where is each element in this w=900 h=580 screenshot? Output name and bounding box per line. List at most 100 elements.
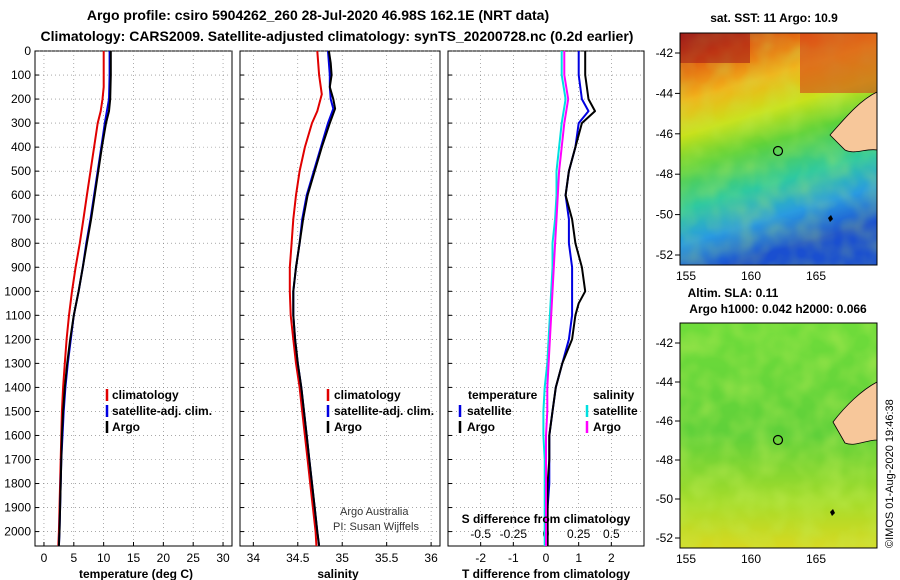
depth-tick-label: 600 [11, 188, 31, 202]
lat-tick-label: -50 [656, 492, 674, 506]
sst-map-frame [679, 32, 878, 266]
depth-tick-label: 500 [11, 164, 31, 178]
lat-tick-label: -48 [656, 453, 674, 467]
series-line-s-satellite [542, 51, 567, 546]
depth-tick-label: 700 [11, 212, 31, 226]
temperature-lines [57, 51, 112, 547]
x-tick-label: 35.5 [375, 551, 399, 565]
legend-satellite: satellite-adj. clim. [112, 404, 212, 418]
lat-tick-label: -42 [656, 336, 674, 350]
lat-tick-label: -46 [656, 127, 674, 141]
depth-tick-label: 200 [11, 92, 31, 106]
depth-tick-labels: 0 100 200 300 400 500 600 700 800 900 1000 1100 1200… [4, 44, 31, 539]
series-line-argo [292, 50, 337, 547]
s-tick-label: 0.25 [567, 527, 591, 541]
title-line2: Climatology: CARS2009. Satellite-adjuste… [41, 28, 634, 44]
legend-s-satellite: satellite [593, 404, 638, 418]
lat-tick-label: -44 [656, 375, 674, 389]
x-tick-label: 10 [97, 551, 111, 565]
island-marker [830, 509, 835, 516]
lat-tick-label: -44 [656, 86, 674, 100]
depth-tick-label: 800 [11, 236, 31, 250]
series-line-climatology [288, 50, 323, 547]
difference-panel: -2 -1 0 1 2 -0.5 -0.25 0 0.25 0.5 S difference f… [447, 50, 645, 580]
x-tick-label: 1 [575, 551, 582, 565]
lat-tick-label: -52 [656, 531, 674, 545]
salinity-lines [288, 50, 337, 547]
x-tick-label: 0 [41, 551, 48, 565]
lat-tick-label: -42 [656, 46, 674, 60]
x-tick-label: -2 [475, 551, 486, 565]
salinity-panel: 34 34.5 35 35.5 36 salinity climatology sate… [239, 50, 441, 580]
legend-argo: Argo [112, 420, 140, 434]
salinity-legend: climatology satellite-adj. clim. Argo [326, 388, 434, 434]
legend-temperature-heading: temperature [468, 388, 538, 402]
legend-t-satellite: satellite [467, 404, 512, 418]
sst-lat-labels: -42 -44 -46 -48 -50 -52 [656, 46, 680, 262]
legend-climatology: climatology [112, 388, 179, 402]
salinity-axes-frame [239, 50, 441, 547]
depth-tick-label: 300 [11, 116, 31, 130]
depth-tick-label: 1100 [5, 308, 31, 322]
sst-lon-labels: 155 160 165 [676, 269, 826, 283]
salinity-x-ticks: 34 34.5 35 35.5 36 [247, 542, 438, 565]
depth-tick-label: 0 [24, 44, 31, 58]
x-tick-label: 34 [247, 551, 261, 565]
depth-tick-label: 1700 [4, 452, 31, 466]
s-tick-label: -0.25 [500, 527, 528, 541]
x-tick-label: 5 [70, 551, 77, 565]
argo-location-marker [772, 145, 784, 157]
lon-tick-label: 160 [741, 269, 761, 283]
depth-tick-label: 100 [11, 68, 31, 82]
depth-tick-label: 400 [11, 140, 31, 154]
sst-hot-patch [680, 33, 750, 63]
lon-tick-label: 155 [676, 269, 696, 283]
salinity-xlabel: salinity [317, 567, 359, 580]
depth-tick-label: 900 [11, 260, 31, 274]
difference-legend: temperature satellite Argo salinity sate… [458, 388, 638, 434]
lon-tick-label: 165 [806, 552, 826, 566]
x-tick-label: 2 [608, 551, 615, 565]
x-tick-label: -1 [508, 551, 519, 565]
x-tick-label: 30 [216, 551, 230, 565]
lat-tick-label: -52 [656, 248, 674, 262]
depth-tick-label: 1600 [4, 428, 31, 442]
credit-text: ©IMOS 01-Aug-2020 19:46:38 [884, 399, 896, 548]
legend-satellite: satellite-adj. clim. [334, 404, 434, 418]
sla-map: Altim. SLA: 0.11 Argo h1000: 0.042 h2000… [656, 286, 878, 566]
temperature-grid [35, 50, 232, 546]
depth-tick-label: 1500 [4, 404, 31, 418]
island-marker [828, 215, 833, 222]
x-tick-label: 36 [424, 551, 438, 565]
x-tick-label: 0 [543, 551, 550, 565]
sla-map-title1: Altim. SLA: 0.11 [688, 286, 779, 300]
temperature-xlabel: temperature (deg C) [79, 567, 193, 580]
sla-map-frame [679, 322, 878, 549]
legend-argo: Argo [334, 420, 362, 434]
sst-map-title: sat. SST: 11 Argo: 10.9 [710, 11, 838, 25]
salinity-grid [240, 50, 440, 546]
title-line1: Argo profile: csiro 5904262_260 28-Jul-2… [87, 7, 549, 23]
sla-map-title2: Argo h1000: 0.042 h2000: 0.066 [689, 302, 867, 316]
legend-climatology: climatology [334, 388, 401, 402]
sla-lon-labels: 155 160 165 [676, 552, 826, 566]
x-tick-label: 15 [127, 551, 141, 565]
lon-tick-label: 160 [741, 552, 761, 566]
s-tick-label: 0.5 [603, 527, 620, 541]
depth-tick-label: 1400 [4, 380, 31, 394]
legend-salinity-heading: salinity [593, 388, 635, 402]
series-line-s-argo [545, 51, 570, 546]
argo-location-marker [772, 434, 784, 446]
lat-tick-label: -50 [656, 208, 674, 222]
lat-tick-label: -46 [656, 414, 674, 428]
legend-t-argo: Argo [467, 420, 495, 434]
lat-tick-label: -48 [656, 167, 674, 181]
depth-tick-label: 2000 [4, 525, 31, 539]
depth-tick-label: 1300 [4, 356, 31, 370]
x-tick-label: 20 [157, 551, 171, 565]
depth-tick-label: 1900 [4, 501, 31, 515]
depth-tick-label: 1800 [4, 477, 31, 491]
sla-lat-labels: -42 -44 -46 -48 -50 -52 [656, 336, 680, 545]
difference-xlabel: T difference from climatology [462, 567, 630, 580]
